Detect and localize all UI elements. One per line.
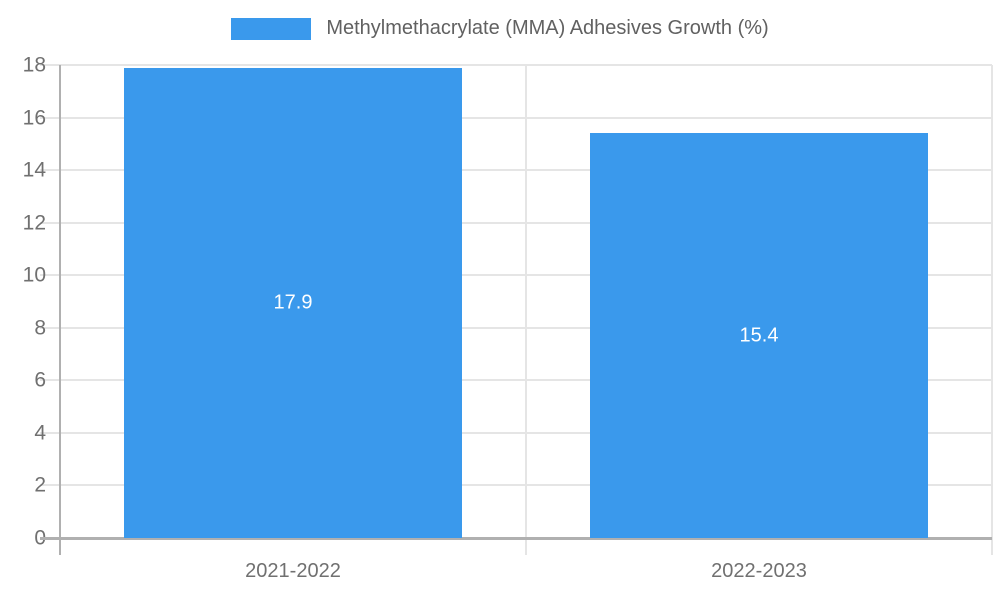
x-axis-line [40,537,992,540]
y-gridline [40,379,992,382]
y-axis-line [59,65,61,555]
y-tick-label: 16 [22,106,46,130]
bar [590,133,928,538]
y-gridline [40,169,992,172]
y-gridline [40,326,992,329]
y-gridline [40,274,992,277]
y-tick-label: 10 [22,263,46,287]
x-tick-label: 2021-2022 [245,560,341,582]
y-gridline [40,221,992,224]
y-gridline [40,64,992,66]
y-tick-label: 14 [22,158,46,182]
category-gridline [991,65,993,555]
bar [124,67,462,538]
y-gridline [40,431,992,434]
y-gridline [40,484,992,487]
y-tick-label: 8 [34,316,46,340]
bar-value-label: 17.9 [273,291,313,314]
y-tick-label: 6 [34,368,46,392]
y-gridline [40,116,992,119]
y-tick-label: 2 [34,473,46,497]
legend-swatch [231,17,312,40]
category-gridline [525,65,527,555]
legend-label: Methylmethacrylate (MMA) Adhesives Growt… [326,17,769,39]
bar-value-label: 15.4 [739,324,779,347]
legend: Methylmethacrylate (MMA) Adhesives Growt… [0,17,1000,40]
y-tick-label: 4 [34,421,46,445]
x-tick-label: 2022-2023 [711,560,807,582]
y-tick-label: 12 [22,211,46,235]
y-tick-label: 18 [22,53,46,77]
